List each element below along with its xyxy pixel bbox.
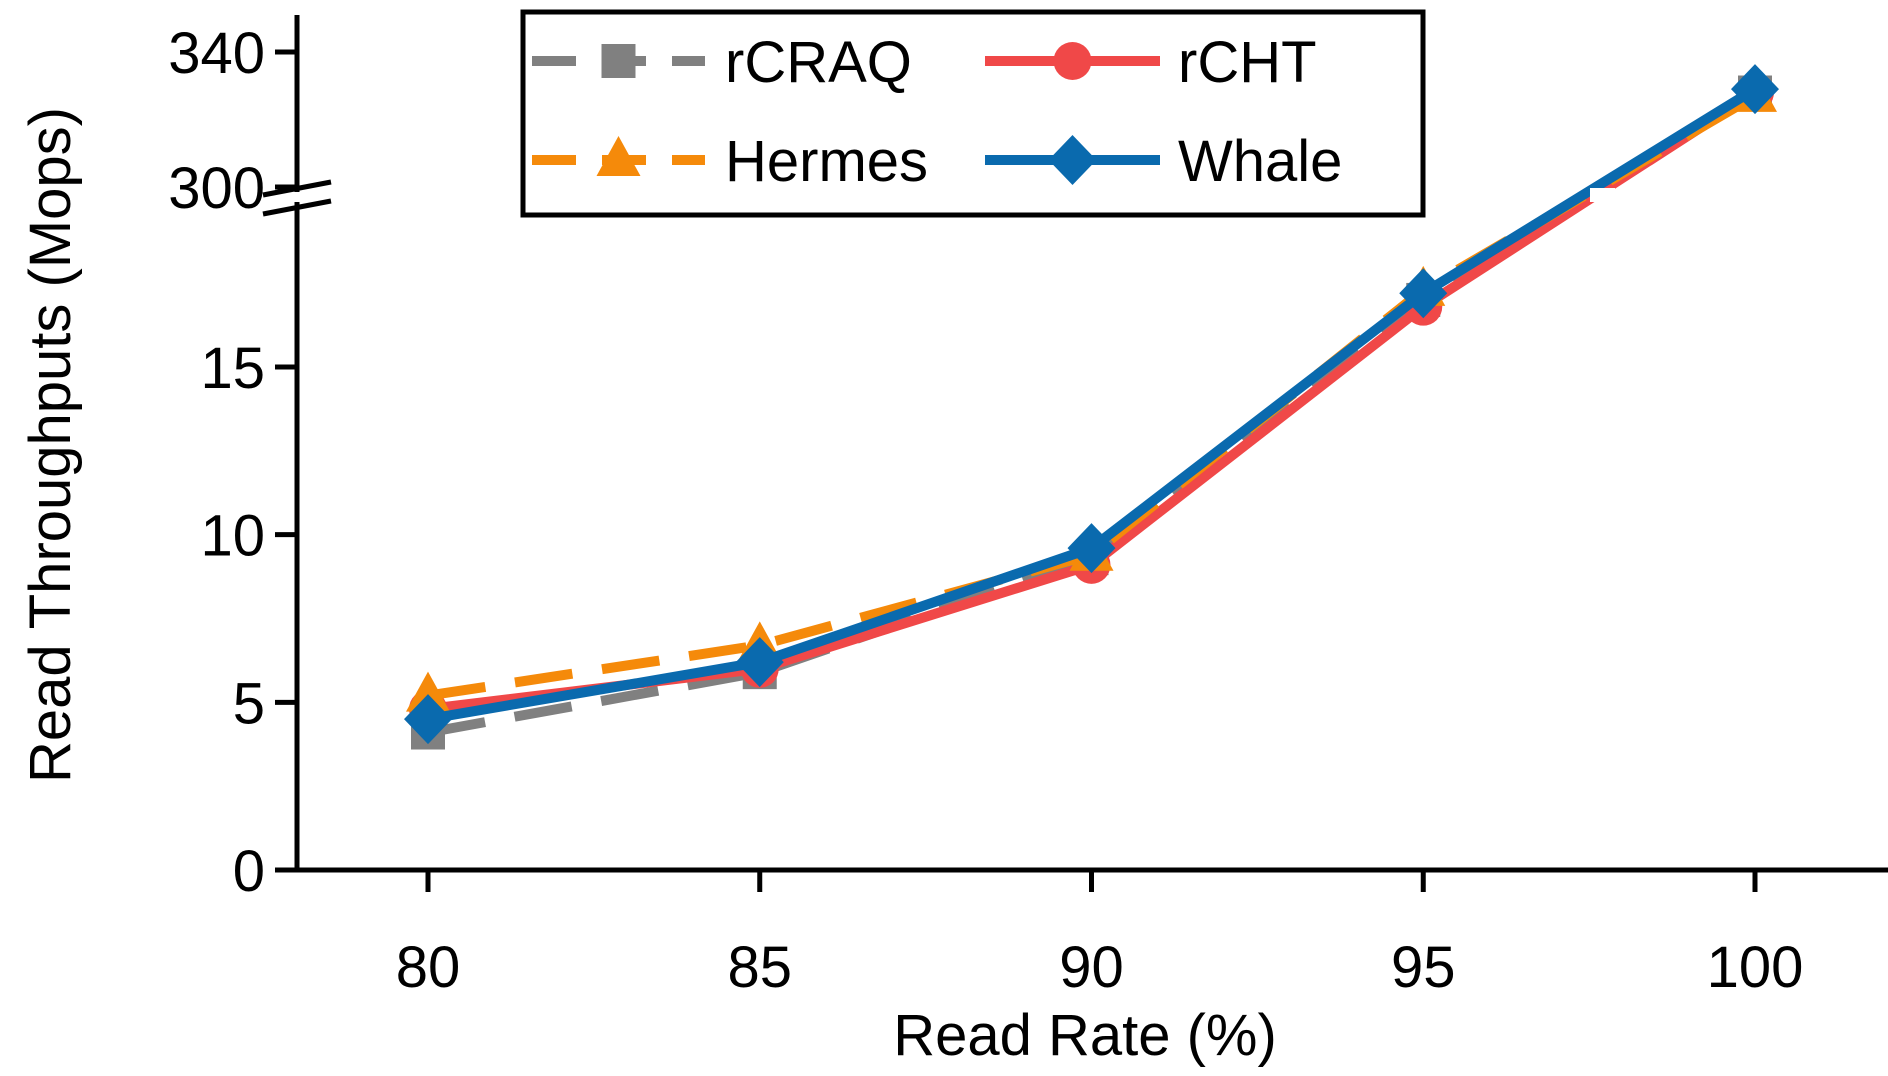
data-point-whale	[1399, 268, 1448, 319]
axis-break-mark	[262, 198, 332, 217]
legend-item-whale: Whale	[985, 129, 1342, 194]
x-axis-label: Read Rate (%)	[893, 1003, 1277, 1068]
series-layer	[404, 64, 1779, 750]
legend-label: rCHT	[1178, 30, 1317, 95]
y-axis-label: Read Throughputs (Mops)	[18, 107, 83, 783]
axes: 0 5 10 15 300 340 80 85 90 95 100	[168, 15, 1888, 1000]
break-gap	[1590, 188, 1615, 202]
legend-label: rCRAQ	[725, 30, 912, 95]
y-tick-label: 300	[168, 156, 265, 221]
legend-swatch-marker	[1048, 135, 1097, 185]
y-tick-label: 15	[200, 336, 265, 401]
legend-swatch-marker	[1053, 42, 1092, 80]
legend-item-rcht: rCHT	[985, 30, 1317, 95]
x-tick-label: 85	[727, 935, 792, 1000]
y-tick-label: 0	[233, 839, 265, 904]
x-tick-label: 100	[1707, 935, 1804, 1000]
y-tick-label: 10	[200, 504, 265, 569]
x-tick-label: 90	[1059, 935, 1124, 1000]
legend-label: Whale	[1178, 129, 1342, 194]
data-point-whale	[404, 694, 452, 745]
legend-swatch-marker	[601, 44, 636, 78]
y-tick-label: 5	[233, 671, 265, 736]
data-point-whale	[735, 637, 784, 688]
legend: rCRAQ rCHT Hermes Whale	[520, 9, 1426, 218]
x-tick-label: 95	[1391, 935, 1456, 1000]
data-point-hermes	[406, 671, 450, 712]
data-point-whale	[1731, 64, 1779, 115]
legend-item-hermes: Hermes	[532, 129, 928, 194]
x-tick-label: 80	[396, 935, 461, 1000]
legend-swatch-marker	[596, 136, 641, 176]
legend-item-rcraq: rCRAQ	[532, 30, 912, 95]
data-point-whale	[1067, 523, 1116, 574]
legend-label: Hermes	[725, 129, 928, 194]
y-tick-label: 340	[168, 21, 265, 86]
legend-box	[520, 9, 1426, 218]
series-whale	[404, 64, 1779, 745]
